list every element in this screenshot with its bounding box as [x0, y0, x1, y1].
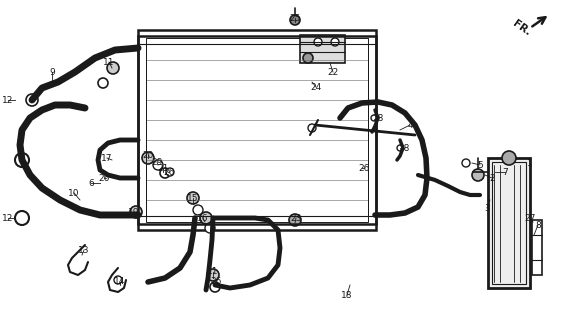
- Text: 7: 7: [502, 167, 508, 177]
- Bar: [146, 38, 368, 222]
- Text: 20: 20: [142, 150, 154, 159]
- Text: 18: 18: [341, 291, 353, 300]
- Circle shape: [371, 115, 377, 121]
- Circle shape: [462, 159, 470, 167]
- Text: 15: 15: [187, 194, 199, 203]
- Text: 23: 23: [290, 213, 302, 222]
- Text: 11: 11: [103, 58, 115, 67]
- Text: 27: 27: [524, 213, 535, 222]
- Circle shape: [166, 168, 174, 176]
- Text: 4: 4: [407, 121, 413, 130]
- Circle shape: [160, 168, 170, 178]
- Text: 26: 26: [98, 173, 110, 182]
- Circle shape: [107, 62, 119, 74]
- Text: 21: 21: [157, 164, 168, 172]
- Circle shape: [308, 124, 316, 132]
- Text: 1: 1: [527, 158, 533, 167]
- Circle shape: [331, 38, 339, 46]
- Text: 11: 11: [207, 268, 218, 276]
- Text: 5: 5: [477, 161, 483, 170]
- Text: 26: 26: [163, 167, 175, 177]
- Text: 26: 26: [211, 277, 222, 286]
- Text: 17: 17: [101, 154, 113, 163]
- Text: 12: 12: [2, 213, 14, 222]
- Circle shape: [210, 282, 220, 292]
- Circle shape: [142, 152, 154, 164]
- Text: 29: 29: [151, 157, 163, 166]
- Circle shape: [15, 153, 29, 167]
- Bar: [488, 158, 530, 288]
- Text: 13: 13: [79, 245, 90, 254]
- Circle shape: [15, 211, 29, 225]
- Circle shape: [130, 206, 142, 218]
- Bar: [532, 220, 542, 275]
- Circle shape: [193, 205, 203, 215]
- Text: 8: 8: [535, 220, 541, 229]
- Circle shape: [502, 151, 516, 165]
- Text: 10: 10: [68, 188, 80, 197]
- Circle shape: [207, 269, 219, 281]
- Text: 22: 22: [327, 68, 339, 76]
- Text: 19: 19: [128, 207, 140, 217]
- Text: FR.: FR.: [511, 18, 533, 38]
- Circle shape: [205, 223, 215, 233]
- Bar: [138, 30, 376, 230]
- Circle shape: [26, 94, 38, 106]
- Text: 9: 9: [49, 68, 55, 76]
- Circle shape: [114, 276, 122, 284]
- Text: 6: 6: [88, 179, 94, 188]
- Text: 12: 12: [2, 95, 14, 105]
- Text: 2: 2: [489, 173, 495, 182]
- Text: 28: 28: [372, 114, 384, 123]
- Text: 3: 3: [484, 204, 490, 212]
- Text: 25: 25: [289, 13, 300, 22]
- Text: 26: 26: [358, 164, 370, 172]
- Text: 14: 14: [114, 277, 126, 286]
- Text: 16: 16: [197, 213, 209, 222]
- Circle shape: [98, 78, 108, 88]
- Circle shape: [314, 38, 322, 46]
- Circle shape: [472, 169, 484, 181]
- Circle shape: [289, 214, 301, 226]
- Text: 24: 24: [310, 83, 321, 92]
- Bar: [300, 35, 345, 63]
- Circle shape: [187, 192, 199, 204]
- Circle shape: [303, 53, 313, 63]
- Bar: [492, 162, 526, 284]
- Circle shape: [200, 212, 212, 224]
- Circle shape: [153, 160, 163, 170]
- Text: 28: 28: [398, 143, 410, 153]
- Circle shape: [290, 15, 300, 25]
- Circle shape: [397, 145, 403, 151]
